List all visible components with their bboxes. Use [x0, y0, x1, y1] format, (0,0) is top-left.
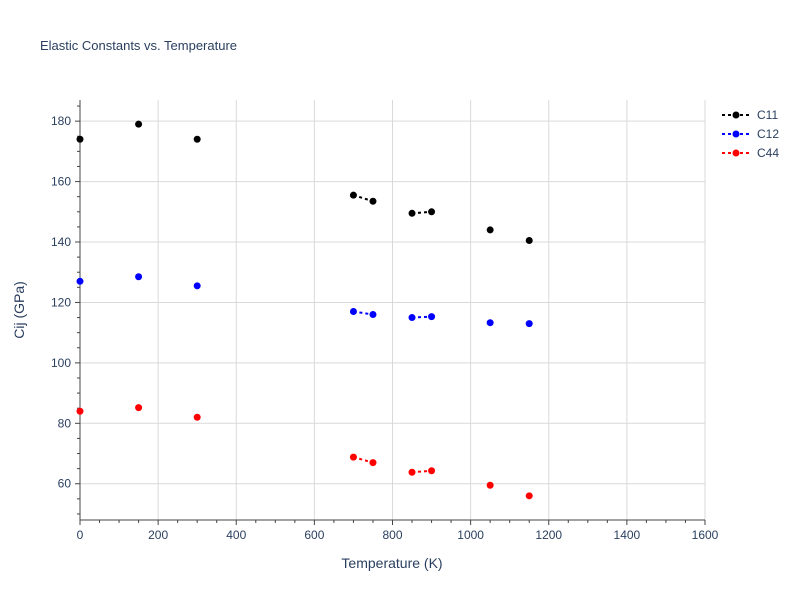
data-point[interactable]	[525, 492, 533, 500]
legend[interactable]: C11 C12 C44	[722, 108, 779, 160]
data-point[interactable]	[408, 209, 416, 217]
legend-label: C12	[757, 127, 779, 141]
x-tick-label: 1400	[614, 528, 641, 542]
data-point[interactable]	[76, 277, 84, 285]
data-point[interactable]	[76, 407, 84, 415]
series-c44	[76, 404, 533, 500]
x-tick-label: 200	[148, 528, 168, 542]
data-point[interactable]	[428, 467, 436, 475]
y-tick-label: 80	[58, 416, 72, 430]
y-tick-label: 160	[51, 175, 71, 189]
data-point[interactable]	[193, 282, 201, 290]
axes: 0 200 400 600 800 1000 1200 1400 1600 60 80 100 120 1…	[51, 100, 719, 542]
x-tick-label: 600	[304, 528, 324, 542]
data-point[interactable]	[349, 308, 357, 316]
y-tick-label: 100	[51, 356, 71, 370]
data-point[interactable]	[369, 459, 377, 467]
data-point[interactable]	[349, 453, 357, 461]
x-tick-label: 1000	[457, 528, 484, 542]
data-point[interactable]	[193, 135, 201, 143]
x-tick-label: 400	[226, 528, 246, 542]
legend-label: C44	[757, 146, 779, 160]
x-tick-label: 800	[382, 528, 402, 542]
data-point[interactable]	[369, 311, 377, 319]
data-point[interactable]	[486, 481, 494, 489]
series-c11	[76, 120, 533, 245]
legend-marker	[732, 111, 740, 119]
data-point[interactable]	[428, 208, 436, 216]
x-tick-label: 0	[77, 528, 84, 542]
plot-area	[76, 120, 533, 500]
legend-item-c44[interactable]: C44	[722, 146, 779, 160]
data-point[interactable]	[428, 313, 436, 321]
data-point[interactable]	[525, 320, 533, 328]
legend-item-c11[interactable]: C11	[722, 108, 778, 122]
y-tick-label: 120	[51, 295, 71, 309]
chart-title: Elastic Constants vs. Temperature	[40, 38, 237, 53]
legend-label: C11	[757, 108, 778, 122]
legend-item-c12[interactable]: C12	[722, 127, 779, 141]
series-c12	[76, 273, 533, 328]
x-axis-title: Temperature (K)	[341, 555, 442, 571]
data-point[interactable]	[408, 468, 416, 476]
y-tick-label: 180	[51, 114, 71, 128]
data-point[interactable]	[486, 319, 494, 327]
grid	[80, 100, 706, 520]
data-point[interactable]	[408, 314, 416, 322]
data-point[interactable]	[135, 273, 143, 281]
data-point[interactable]	[135, 404, 143, 412]
legend-marker	[732, 149, 740, 157]
data-point[interactable]	[369, 197, 377, 205]
data-point[interactable]	[135, 120, 143, 128]
data-point[interactable]	[525, 237, 533, 245]
data-point[interactable]	[76, 135, 84, 143]
y-axis-title: Cij (GPa)	[11, 281, 27, 339]
data-point[interactable]	[349, 191, 357, 199]
y-tick-label: 60	[58, 477, 72, 491]
data-point[interactable]	[193, 413, 201, 421]
x-tick-label: 1600	[692, 528, 719, 542]
x-tick-label: 1200	[535, 528, 562, 542]
legend-marker	[732, 130, 740, 138]
y-tick-label: 140	[51, 235, 71, 249]
data-point[interactable]	[486, 226, 494, 234]
